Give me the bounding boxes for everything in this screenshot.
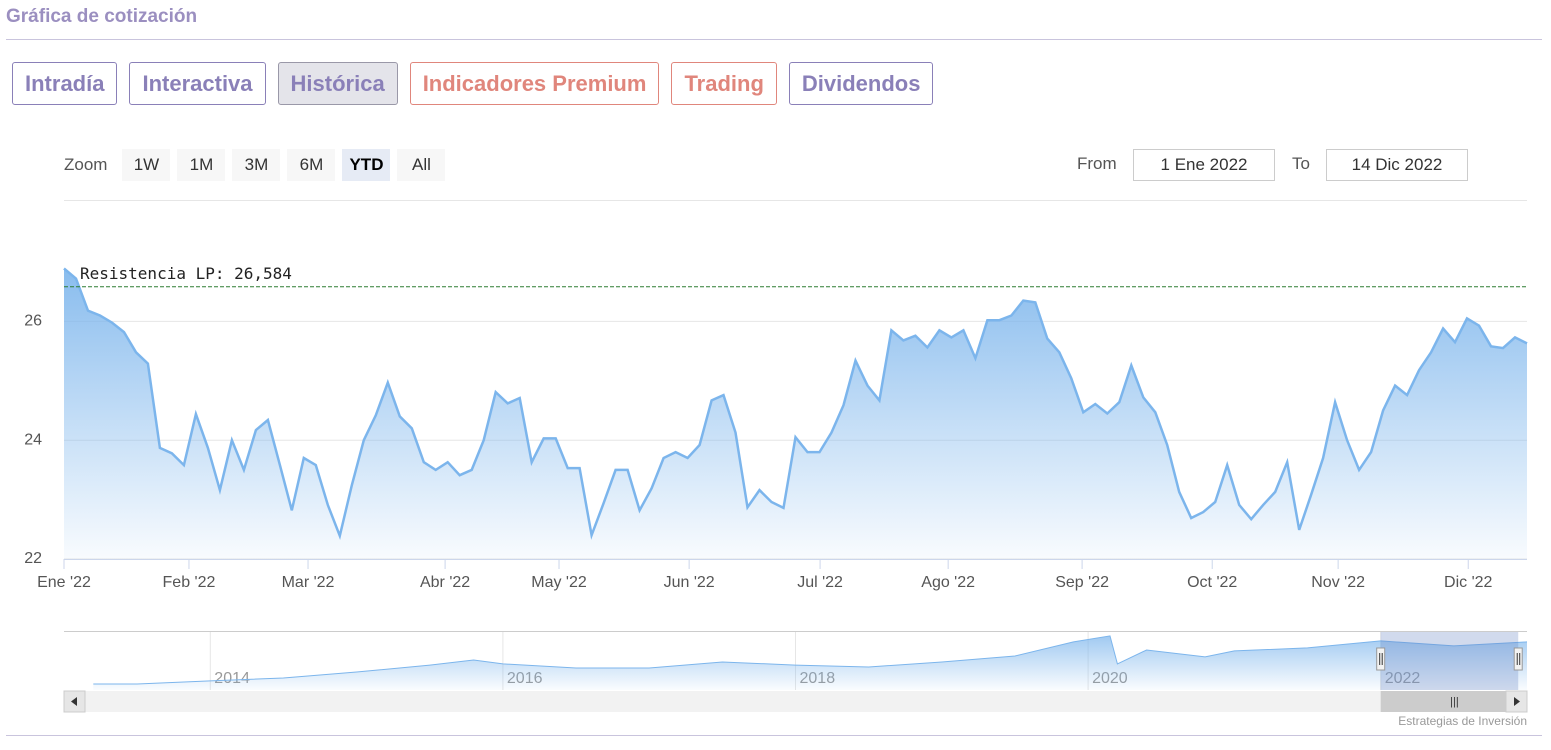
navigator-area [93, 635, 1527, 690]
area [64, 268, 1527, 559]
to-label: To [1292, 154, 1310, 173]
scrollbar-grip: ||| [1450, 696, 1459, 708]
x-tick-label: Jul '22 [797, 574, 843, 591]
navigator-handle[interactable] [1376, 647, 1386, 671]
x-tick-label: Dic '22 [1444, 574, 1493, 591]
arrow [71, 697, 77, 706]
x-tick-label: Jun '22 [664, 574, 715, 591]
tab[interactable]: Indicadores Premium [409, 62, 660, 105]
tab[interactable]: Interactiva [129, 62, 266, 105]
navigator-line [93, 635, 1528, 685]
zoom-button[interactable]: All [397, 149, 446, 181]
zoom-button[interactable]: 1W [122, 149, 171, 181]
x-tick-label: Oct '22 [1187, 574, 1237, 591]
resistance-label: Resistencia LP: 26,584 [80, 264, 292, 283]
x-tick-label: Sep '22 [1055, 574, 1109, 591]
x-tick-label: Abr '22 [420, 574, 470, 591]
tab[interactable]: Dividendos [788, 62, 934, 105]
x-tick-label: Ene '22 [37, 574, 91, 591]
scrollbar-track [64, 691, 1527, 712]
y-tick-label: 24 [24, 431, 42, 448]
title: Gráfica de cotización [6, 6, 198, 27]
x-tick-label: Mar '22 [282, 574, 335, 591]
x-tick-label: Ago '22 [921, 574, 975, 591]
zoom-button[interactable]: 6M [287, 149, 336, 181]
zoom-button[interactable]: YTD [342, 149, 391, 181]
from-input[interactable]: 1 Ene 2022 [1133, 149, 1275, 181]
arrow [1514, 697, 1520, 706]
zoom-bar: Zoom 1W 1M 3M 6M YTD All [64, 149, 446, 181]
x-tick-label: Feb '22 [163, 574, 216, 591]
zoom-button[interactable]: 3M [232, 149, 281, 181]
credit: Estrategias de Inversión [1398, 714, 1527, 728]
tab[interactable]: Intradía [12, 62, 118, 105]
tab-bar: Intradía Interactiva Histórica Indicadores … [12, 62, 934, 105]
tab[interactable]: Histórica [277, 62, 398, 105]
x-tick-label: Nov '22 [1311, 574, 1365, 591]
scrollbar-thumb[interactable] [1380, 691, 1519, 712]
navigator-handle[interactable] [1513, 647, 1523, 671]
x-tick-label: May '22 [531, 574, 587, 591]
tab[interactable]: Trading [671, 62, 777, 105]
line [63, 267, 1528, 540]
zoom-button[interactable]: 1M [177, 149, 226, 181]
zoom-label: Zoom [64, 155, 108, 174]
navigator-selection [1380, 632, 1519, 690]
to-input[interactable]: 14 Dic 2022 [1326, 149, 1468, 181]
y-tick-label: 26 [24, 313, 42, 330]
y-tick-label: 22 [24, 550, 42, 567]
from-label: From [1077, 154, 1117, 173]
